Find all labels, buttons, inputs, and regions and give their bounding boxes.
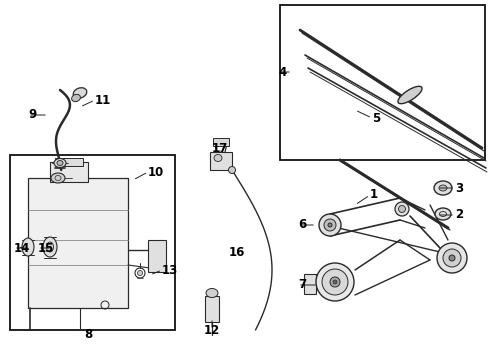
Bar bbox=[28, 178, 128, 308]
Text: 14: 14 bbox=[14, 242, 30, 255]
Ellipse shape bbox=[435, 208, 451, 220]
Ellipse shape bbox=[330, 277, 340, 287]
Ellipse shape bbox=[22, 238, 34, 256]
Text: 5: 5 bbox=[372, 112, 380, 125]
Text: 10: 10 bbox=[148, 166, 164, 179]
Ellipse shape bbox=[395, 202, 409, 216]
Text: 15: 15 bbox=[38, 242, 54, 255]
Text: 11: 11 bbox=[95, 94, 111, 107]
Bar bbox=[280, 5, 485, 160]
Ellipse shape bbox=[434, 181, 452, 195]
Text: 12: 12 bbox=[204, 324, 220, 337]
Ellipse shape bbox=[322, 269, 348, 295]
Ellipse shape bbox=[449, 255, 455, 261]
Bar bbox=[205, 296, 219, 322]
Ellipse shape bbox=[214, 154, 222, 162]
Ellipse shape bbox=[437, 243, 467, 273]
Text: 1: 1 bbox=[370, 189, 378, 202]
Bar bbox=[148, 240, 166, 272]
Bar bbox=[210, 152, 232, 170]
Text: 16: 16 bbox=[229, 246, 245, 258]
Ellipse shape bbox=[47, 242, 53, 252]
Ellipse shape bbox=[73, 88, 87, 98]
Ellipse shape bbox=[328, 223, 332, 227]
Ellipse shape bbox=[72, 94, 80, 102]
Ellipse shape bbox=[43, 237, 57, 257]
Ellipse shape bbox=[333, 280, 337, 284]
Ellipse shape bbox=[138, 270, 143, 275]
Bar bbox=[213, 138, 229, 146]
Text: 4: 4 bbox=[278, 66, 286, 78]
Text: 13: 13 bbox=[162, 264, 178, 276]
Text: 17: 17 bbox=[212, 141, 228, 154]
Ellipse shape bbox=[206, 288, 218, 297]
Text: 2: 2 bbox=[455, 208, 463, 221]
Ellipse shape bbox=[443, 249, 461, 267]
Bar bbox=[50, 162, 88, 182]
Text: 7: 7 bbox=[298, 279, 306, 292]
Text: 3: 3 bbox=[455, 181, 463, 194]
Ellipse shape bbox=[398, 206, 406, 212]
Ellipse shape bbox=[57, 161, 63, 166]
Ellipse shape bbox=[324, 219, 336, 231]
Text: 8: 8 bbox=[84, 328, 92, 342]
Text: 6: 6 bbox=[298, 219, 306, 231]
Text: 9: 9 bbox=[28, 108, 36, 122]
Ellipse shape bbox=[316, 263, 354, 301]
Bar bbox=[304, 274, 316, 294]
Ellipse shape bbox=[319, 214, 341, 236]
Bar bbox=[10, 155, 175, 330]
Bar bbox=[55, 158, 83, 166]
Ellipse shape bbox=[439, 185, 447, 191]
Ellipse shape bbox=[398, 86, 422, 104]
Ellipse shape bbox=[51, 173, 65, 183]
Ellipse shape bbox=[228, 166, 236, 174]
Ellipse shape bbox=[54, 158, 66, 167]
